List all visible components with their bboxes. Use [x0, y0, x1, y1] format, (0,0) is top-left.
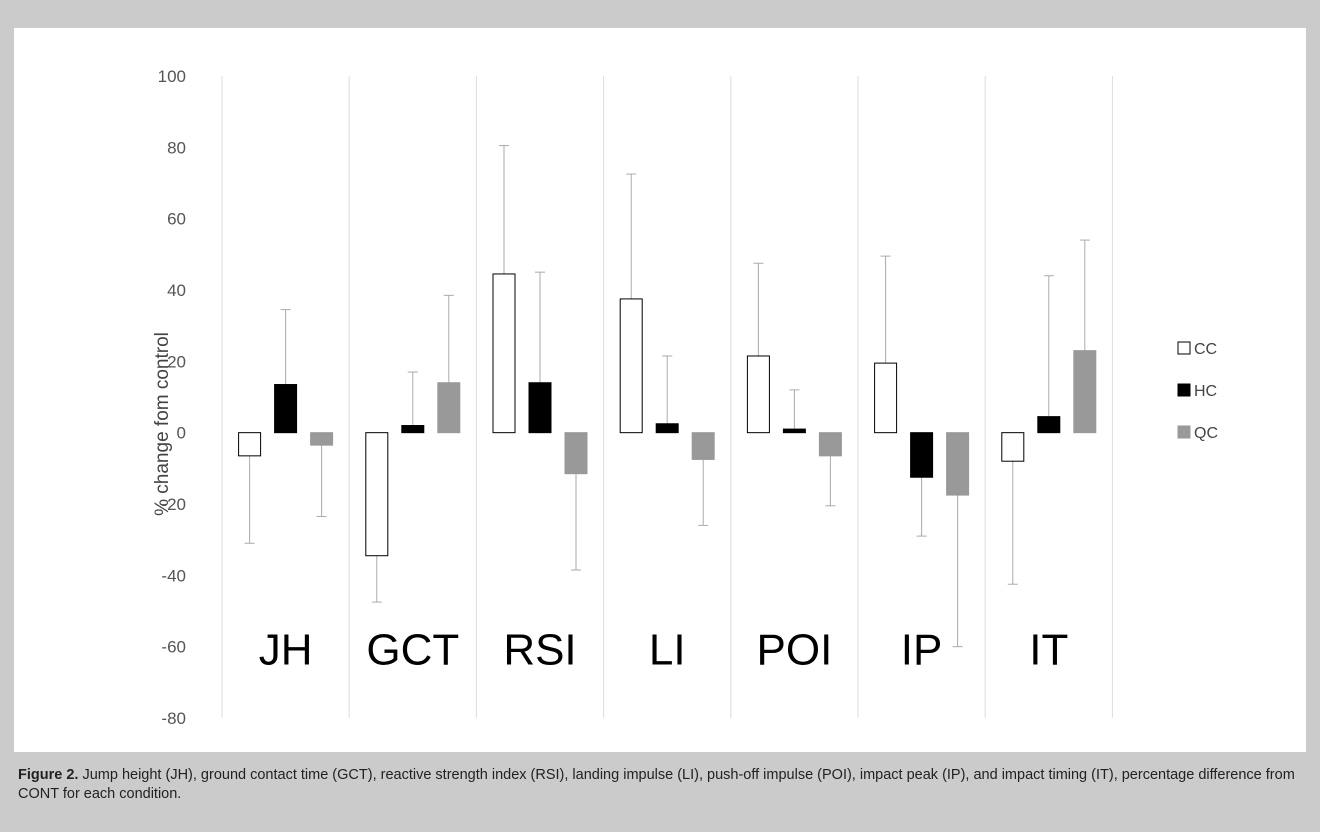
y-tick-label: 60: [167, 210, 186, 229]
error-bars: [244, 145, 1090, 648]
chart-panel: 100 80 60 40 20 0 -20 -40 -60 -80 JH GCT RSI LI POI IP…: [14, 28, 1306, 752]
bar-cc: [1001, 432, 1025, 462]
legend-label-hc: HC: [1194, 383, 1217, 400]
legend: CC HC QC: [1177, 341, 1218, 442]
bar-hc: [1037, 416, 1061, 434]
y-tick-label: -40: [161, 566, 186, 585]
category-label: IT: [1029, 626, 1068, 675]
legend-label-qc: QC: [1194, 425, 1218, 442]
category-label: IP: [901, 626, 943, 675]
category-label: RSI: [503, 626, 576, 675]
category-label: LI: [649, 626, 686, 675]
bar-hc: [528, 382, 552, 434]
bar-cc: [365, 432, 389, 557]
y-tick-label: 100: [158, 67, 186, 86]
y-tick-label: 40: [167, 281, 186, 300]
bar-chart: 100 80 60 40 20 0 -20 -40 -60 -80 JH GCT RSI LI POI IP…: [152, 67, 1218, 728]
legend-label-cc: CC: [1194, 341, 1217, 358]
legend-swatch-cc: [1177, 341, 1191, 355]
bar-cc: [746, 355, 770, 434]
bar-cc: [238, 432, 262, 457]
bar-qc: [818, 432, 842, 457]
bar-hc: [655, 423, 679, 434]
category-label: POI: [757, 626, 833, 675]
y-axis-tick-labels: 100 80 60 40 20 0 -20 -40 -60 -80: [158, 67, 186, 728]
category-labels: JH GCT RSI LI POI IP IT: [259, 626, 1069, 675]
y-tick-label: 80: [167, 138, 186, 157]
bar-qc: [946, 432, 970, 496]
figure-caption: Figure 2. Jump height (JH), ground conta…: [18, 766, 1302, 804]
bar-qc: [691, 432, 715, 460]
y-tick-label: -20: [161, 495, 186, 514]
caption-label: Figure 2.: [18, 767, 79, 783]
legend-swatch-hc: [1177, 383, 1191, 397]
bar-cc: [874, 362, 898, 434]
bars: [238, 273, 1097, 557]
y-tick-label: 20: [167, 352, 186, 371]
y-tick-label: -80: [161, 709, 186, 728]
y-axis-label: % change fom control: [152, 332, 173, 516]
bar-hc: [782, 428, 806, 434]
y-tick-label: -60: [161, 638, 186, 657]
category-label: JH: [259, 626, 313, 675]
bar-qc: [564, 432, 588, 475]
bar-qc: [1073, 350, 1097, 434]
bar-qc: [310, 432, 334, 446]
bar-cc: [492, 273, 516, 434]
bar-hc: [401, 425, 425, 434]
category-label: GCT: [366, 626, 459, 675]
category-separators: [221, 76, 1113, 718]
legend-swatch-qc: [1177, 425, 1191, 439]
bar-cc: [619, 298, 643, 434]
y-tick-label: 0: [177, 424, 186, 443]
bar-qc: [437, 382, 461, 434]
bar-hc: [274, 384, 298, 434]
bar-hc: [910, 432, 934, 478]
caption-text: Jump height (JH), ground contact time (G…: [18, 767, 1295, 802]
